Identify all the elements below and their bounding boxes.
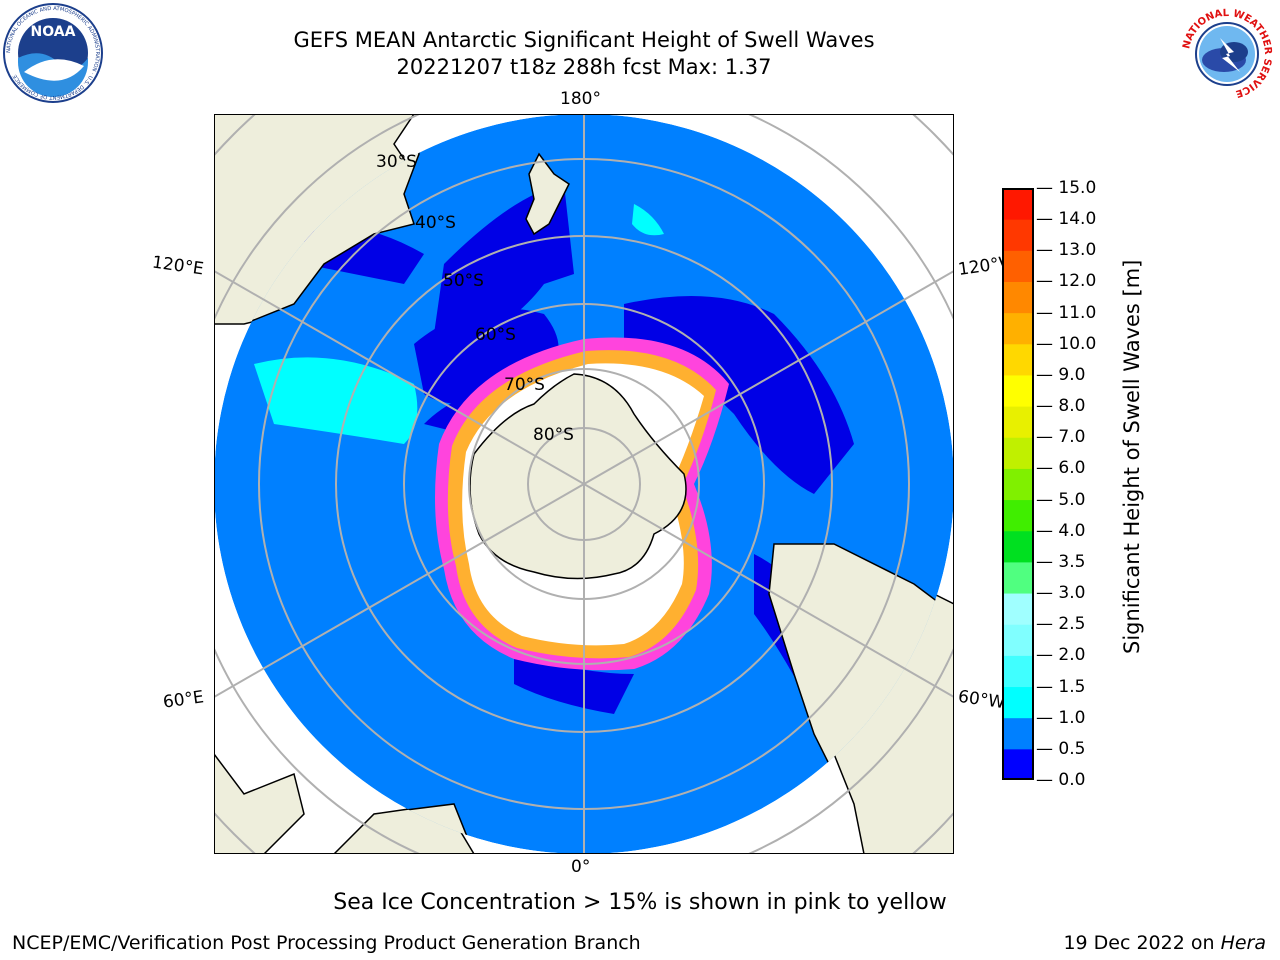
colorbar-segment: [1002, 312, 1034, 345]
colorbar-segment: [1002, 624, 1034, 656]
colorbar-segment: [1002, 717, 1034, 750]
colorbar-tick-label: — 6.0: [1036, 458, 1086, 479]
lat-label-70s: 70°S: [504, 375, 545, 395]
colorbar-tick-label: — 13.0: [1036, 240, 1097, 261]
colorbar-segment: [1002, 530, 1034, 563]
colorbar-ticks: — 0.0 — 0.5 — 1.0 — 1.5 — 2.0 — 2.5 — 3.0 — 3.5…: [1036, 178, 1097, 790]
colorbar-segment: [1002, 343, 1034, 376]
colorbar-tick-label: — 7.0: [1036, 427, 1086, 448]
lon-label-120e: 120°E: [150, 252, 205, 280]
colorbar-tick-label: — 10.0: [1036, 333, 1097, 354]
lat-label-40s: 40°S: [415, 213, 456, 233]
colorbar-segment: [1002, 468, 1034, 501]
colorbar-segment: [1002, 281, 1034, 314]
colorbar-tick-label: — 3.5: [1036, 551, 1086, 572]
colorbar-segment: [1002, 374, 1034, 407]
colorbar-tick-label: — 5.0: [1036, 489, 1086, 510]
colorbar-segment: [1002, 250, 1034, 282]
colorbar-tick-label: — 2.0: [1036, 645, 1086, 666]
colorbar-segment: [1002, 593, 1034, 625]
noaa-logo: NOAA NATIONAL OCEANIC AND ATMOSPHERIC AD…: [2, 2, 104, 104]
colorbar-tick-label: — 0.0: [1036, 770, 1086, 790]
colorbar-segment: [1002, 219, 1034, 251]
colorbar-tick-label: — 3.0: [1036, 583, 1086, 604]
polar-map: [88, 0, 1080, 960]
colorbar-segment: [1002, 406, 1034, 438]
lon-label-0: 0°: [571, 857, 591, 877]
colorbar-tick-label: — 14.0: [1036, 209, 1097, 230]
colorbar-segment: [1002, 686, 1034, 719]
colorbar-tick-label: — 12.0: [1036, 271, 1097, 292]
colorbar-segment: [1002, 499, 1034, 532]
colorbar-segment: [1002, 188, 1034, 220]
chart-subtitle: 20221207 t18z 288h fcst Max: 1.37: [396, 55, 772, 79]
lat-label-80s: 80°S: [533, 425, 574, 445]
chart-title: GEFS MEAN Antarctic Significant Height o…: [293, 28, 875, 52]
footer-date: 19 Dec 2022 on Hera: [1063, 932, 1266, 954]
sea-ice-caption: Sea Ice Concentration > 15% is shown in …: [333, 890, 947, 915]
colorbar-segment: [1002, 655, 1034, 688]
colorbar-tick-label: — 11.0: [1036, 302, 1097, 323]
colorbar-label-wrap: Significant Height of Swell Waves [m]: [1100, 188, 1164, 780]
footer-credit: NCEP/EMC/Verification Post Processing Pr…: [12, 932, 641, 954]
footer-date-text: 19 Dec 2022 on: [1063, 932, 1221, 954]
lon-label-180: 180°: [560, 89, 601, 109]
colorbar-segment: [1002, 437, 1034, 469]
lon-label-60w: 60°W: [956, 686, 1007, 714]
lat-label-50s: 50°S: [443, 271, 484, 291]
noaa-logo-text: NOAA: [31, 24, 76, 40]
colorbar-tick-label: — 2.5: [1036, 614, 1086, 635]
colorbar-label: Significant Height of Swell Waves [m]: [1120, 259, 1144, 654]
colorbar-tick-label: — 8.0: [1036, 396, 1086, 417]
lat-label-30s: 30°S: [376, 152, 417, 172]
footer-machine: Hera: [1220, 932, 1266, 954]
colorbar-tick-label: — 9.0: [1036, 364, 1086, 385]
colorbar-tick-label: — 4.0: [1036, 520, 1086, 541]
land-antarctica: [469, 373, 687, 580]
nws-logo: NATIONAL WEATHER SERVICE: [1176, 8, 1278, 100]
colorbar-tick-label: — 1.0: [1036, 707, 1086, 728]
colorbar-tick-label: — 0.5: [1036, 738, 1086, 759]
lat-label-60s: 60°S: [475, 325, 516, 345]
map-panel: [88, 0, 1080, 960]
colorbar-tick-label: — 1.5: [1036, 676, 1086, 697]
colorbar: [1002, 188, 1034, 781]
land-new-zealand: [525, 152, 570, 236]
colorbar-border: [1002, 188, 1034, 780]
lon-label-60e: 60°E: [161, 687, 206, 713]
colorbar-tick-label: — 15.0: [1036, 178, 1097, 198]
colorbar-segment: [1002, 561, 1034, 594]
colorbar-segment: [1002, 748, 1034, 781]
